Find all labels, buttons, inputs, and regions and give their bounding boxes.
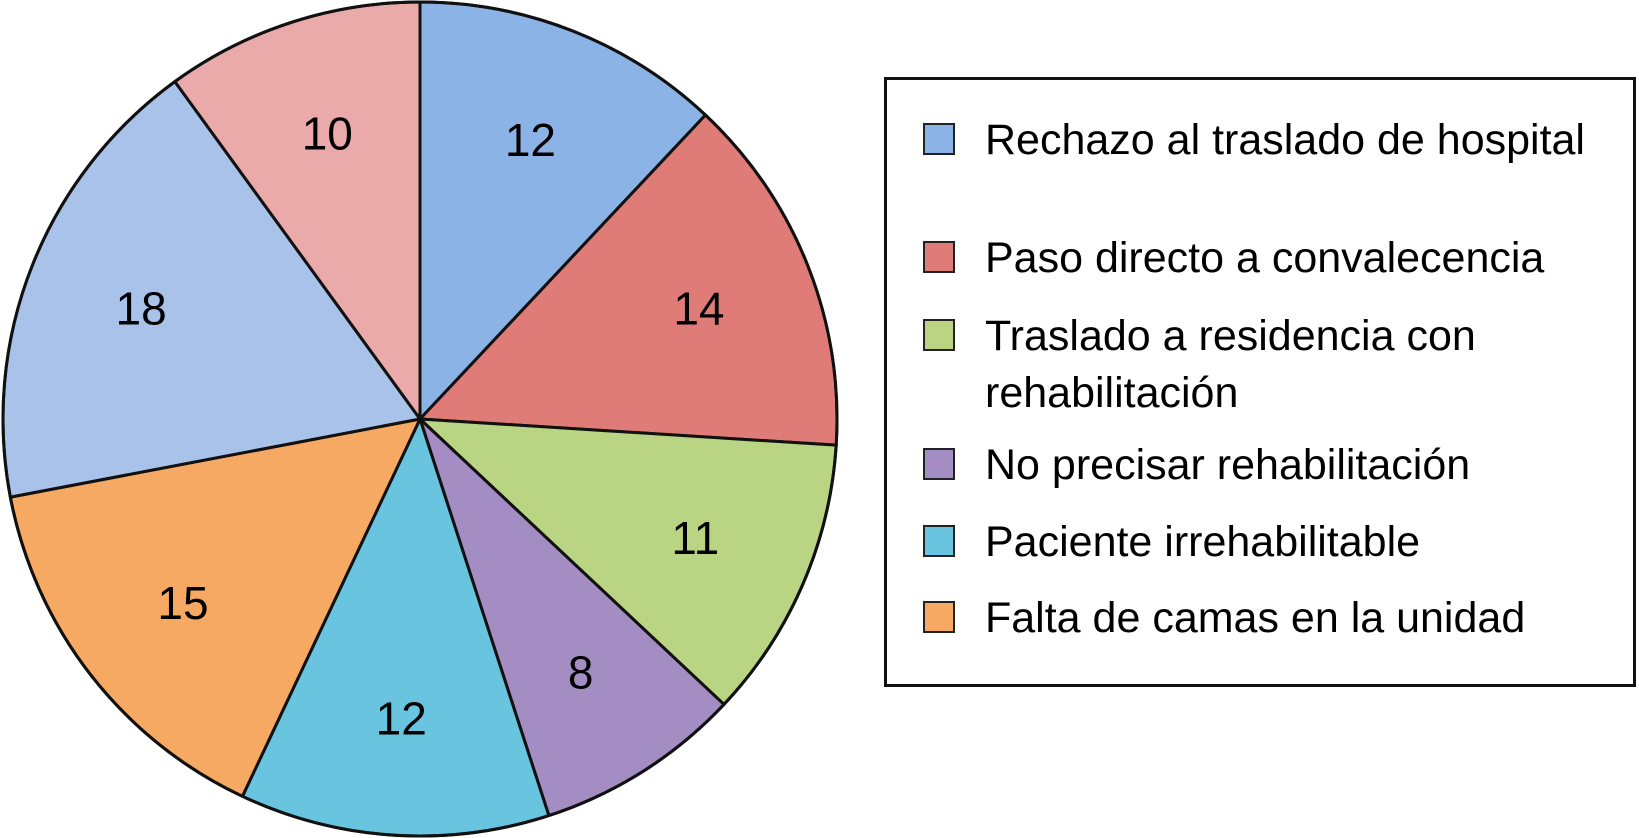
pie-slice-label-1: 12 <box>505 114 556 166</box>
legend-swatch <box>923 448 955 480</box>
pie-slice-label-6: 15 <box>157 577 208 629</box>
legend-swatch <box>923 241 955 273</box>
pie-slice-label-8: 10 <box>302 108 353 160</box>
pie-slice-label-3: 11 <box>671 512 719 564</box>
pie-slice-label-7: 18 <box>116 283 167 335</box>
pie-slice-label-2: 14 <box>673 283 724 335</box>
legend-label: Paciente irrehabilitable <box>985 518 1421 566</box>
legend: Rechazo al traslado de hospital Paso dir… <box>884 77 1636 687</box>
legend-label: Paso directo a convalecencia <box>985 234 1545 282</box>
legend-label: Rechazo al traslado de hospital <box>985 116 1585 164</box>
legend-swatch <box>923 319 955 351</box>
legend-swatch <box>923 123 955 155</box>
pie-slice-label-4: 8 <box>568 646 594 698</box>
pie-outline <box>1 0 839 838</box>
pie-chart: 12 14 11 8 12 15 18 10 <box>1 0 839 838</box>
pie-slice-labels: 12 14 11 8 12 15 18 10 <box>116 108 725 745</box>
pie-slice-label-5: 12 <box>376 692 427 744</box>
legend-swatch <box>923 525 955 557</box>
legend-label: Traslado a residencia con rehabilitación <box>985 312 1476 417</box>
legend-swatch <box>923 601 955 633</box>
legend-label: No precisar rehabilitación <box>985 441 1471 489</box>
legend-label: Falta de camas en la unidad <box>985 594 1526 642</box>
